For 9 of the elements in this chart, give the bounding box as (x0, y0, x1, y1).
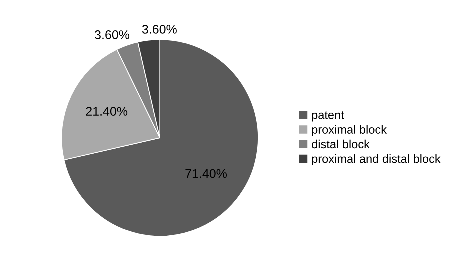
data-label: 3.60% (95, 30, 130, 40)
data-label: 21.40% (86, 107, 128, 116)
legend-label: proximal and distal block (312, 154, 441, 166)
legend-label: distal block (312, 140, 370, 149)
pie-slice (64, 39, 259, 237)
legend-label: patent (312, 112, 344, 122)
legend-label: proximal block (312, 125, 388, 136)
data-label: 71.40% (186, 169, 228, 178)
data-label: 3.60% (142, 25, 177, 34)
